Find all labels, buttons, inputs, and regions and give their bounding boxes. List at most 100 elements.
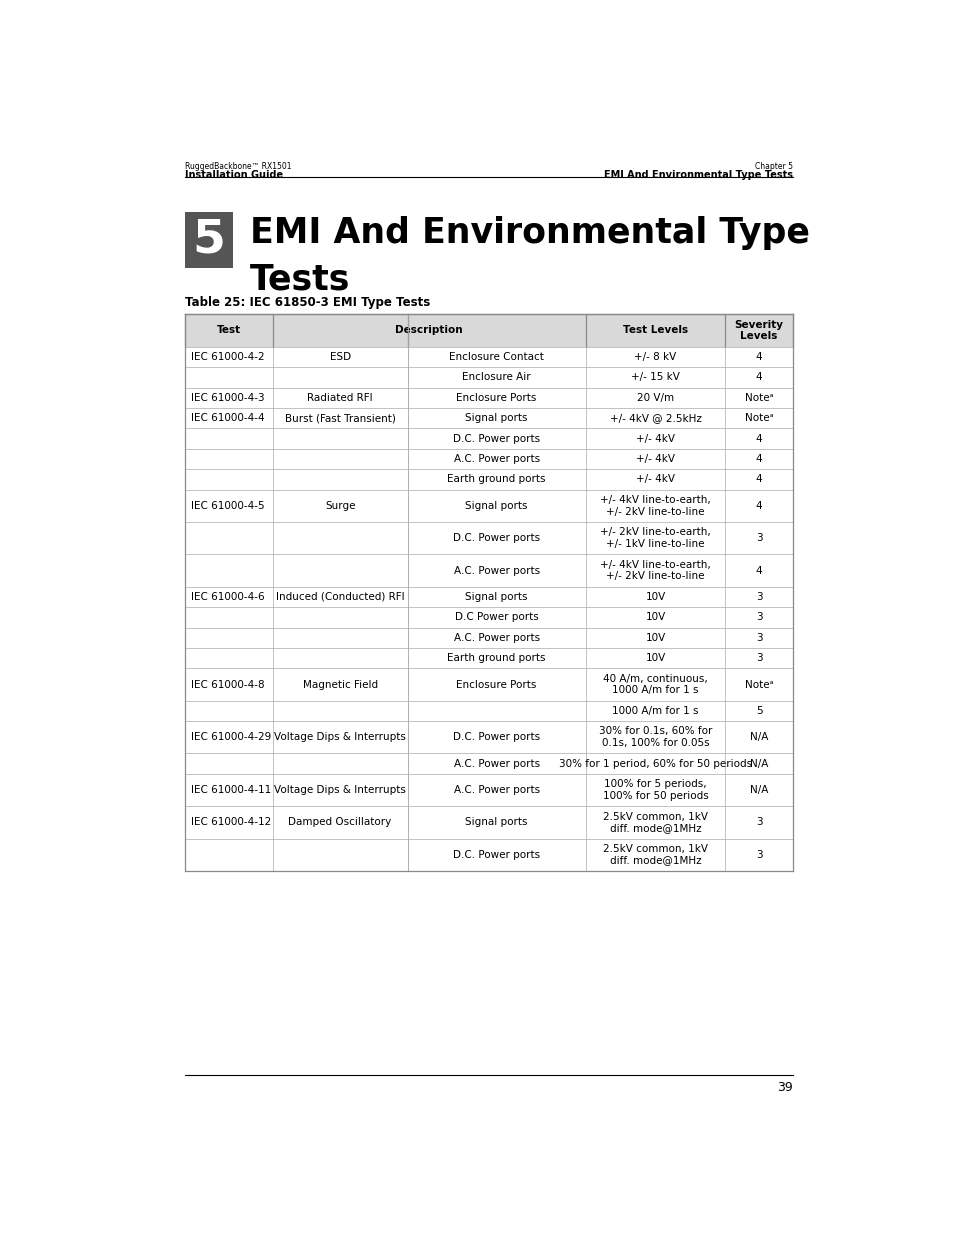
Text: D.C. Power ports: D.C. Power ports (453, 433, 539, 443)
Text: 10V: 10V (645, 613, 665, 622)
Text: IEC 61000-4-12: IEC 61000-4-12 (191, 818, 271, 827)
Text: D.C. Power ports: D.C. Power ports (453, 850, 539, 860)
Text: Earth ground ports: Earth ground ports (447, 653, 545, 663)
Text: 2.5kV common, 1kV
diff. mode@1MHz: 2.5kV common, 1kV diff. mode@1MHz (602, 811, 707, 834)
Text: 39: 39 (776, 1081, 792, 1094)
Text: D.C. Power ports: D.C. Power ports (453, 534, 539, 543)
Bar (185, 408, 792, 429)
Bar (185, 490, 792, 522)
Text: N/A: N/A (749, 785, 767, 795)
Text: Signal ports: Signal ports (465, 592, 527, 601)
Text: 40 A/m, continuous,
1000 A/m for 1 s: 40 A/m, continuous, 1000 A/m for 1 s (602, 674, 707, 695)
Text: IEC 61000-4-11: IEC 61000-4-11 (191, 785, 271, 795)
Text: Installation Guide: Installation Guide (185, 169, 283, 180)
Text: Enclosure Ports: Enclosure Ports (456, 393, 537, 403)
Text: Test Levels: Test Levels (622, 325, 687, 336)
Text: IEC 61000-4-29: IEC 61000-4-29 (191, 732, 271, 742)
Text: Test: Test (216, 325, 241, 336)
Text: 20 V/m: 20 V/m (637, 393, 674, 403)
Bar (185, 347, 792, 367)
Text: 10V: 10V (645, 653, 665, 663)
Text: Table 25: IEC 61850-3 EMI Type Tests: Table 25: IEC 61850-3 EMI Type Tests (185, 296, 430, 309)
Text: EMI And Environmental Type Tests: EMI And Environmental Type Tests (603, 169, 792, 180)
Bar (185, 448, 792, 469)
Text: 4: 4 (755, 501, 761, 511)
Text: Induced (Conducted) RFI: Induced (Conducted) RFI (275, 592, 404, 601)
Text: +/- 4kV: +/- 4kV (636, 433, 675, 443)
Text: Burst (Fast Transient): Burst (Fast Transient) (284, 414, 395, 424)
Text: Description: Description (395, 325, 462, 336)
FancyBboxPatch shape (185, 212, 233, 268)
Text: 10V: 10V (645, 592, 665, 601)
Text: N/A: N/A (749, 732, 767, 742)
Text: 2.5kV common, 1kV
diff. mode@1MHz: 2.5kV common, 1kV diff. mode@1MHz (602, 844, 707, 866)
Bar (185, 627, 792, 648)
Text: Noteᵃ: Noteᵃ (744, 414, 773, 424)
Bar (185, 774, 792, 806)
Text: Enclosure Contact: Enclosure Contact (449, 352, 543, 362)
Bar (185, 648, 792, 668)
Text: A.C. Power ports: A.C. Power ports (453, 632, 539, 642)
Text: 3: 3 (755, 653, 761, 663)
Text: IEC 61000-4-5: IEC 61000-4-5 (191, 501, 264, 511)
Text: 100% for 5 periods,
100% for 50 periods: 100% for 5 periods, 100% for 50 periods (602, 779, 708, 800)
Text: 3: 3 (755, 850, 761, 860)
Text: Damped Oscillatory: Damped Oscillatory (288, 818, 392, 827)
Text: IEC 61000-4-4: IEC 61000-4-4 (191, 414, 264, 424)
Text: +/- 8 kV: +/- 8 kV (634, 352, 676, 362)
Text: A.C. Power ports: A.C. Power ports (453, 454, 539, 464)
Text: +/- 4kV line-to-earth,
+/- 2kV line-to-line: +/- 4kV line-to-earth, +/- 2kV line-to-l… (599, 559, 710, 582)
Text: A.C. Power ports: A.C. Power ports (453, 758, 539, 768)
Text: 3: 3 (755, 632, 761, 642)
Text: 3: 3 (755, 818, 761, 827)
Bar (185, 587, 792, 608)
Text: 4: 4 (755, 352, 761, 362)
Text: 3: 3 (755, 592, 761, 601)
Bar (185, 668, 792, 700)
Bar (185, 367, 792, 388)
Text: Voltage Dips & Interrupts: Voltage Dips & Interrupts (274, 785, 406, 795)
Text: A.C. Power ports: A.C. Power ports (453, 785, 539, 795)
Bar (185, 806, 792, 839)
Text: 4: 4 (755, 373, 761, 383)
Bar (185, 522, 792, 555)
Text: RuggedBackbone™ RX1501: RuggedBackbone™ RX1501 (185, 162, 292, 172)
Text: Radiated RFI: Radiated RFI (307, 393, 373, 403)
Text: Tests: Tests (250, 262, 351, 296)
Text: 30% for 1 period, 60% for 50 periods: 30% for 1 period, 60% for 50 periods (558, 758, 751, 768)
Text: 5: 5 (755, 706, 761, 716)
Text: IEC 61000-4-8: IEC 61000-4-8 (191, 679, 264, 689)
Text: D.C. Power ports: D.C. Power ports (453, 732, 539, 742)
Text: +/- 2kV line-to-earth,
+/- 1kV line-to-line: +/- 2kV line-to-earth, +/- 1kV line-to-l… (599, 527, 710, 550)
Text: Noteᵃ: Noteᵃ (744, 393, 773, 403)
Text: Signal ports: Signal ports (465, 501, 527, 511)
Text: Enclosure Ports: Enclosure Ports (456, 679, 537, 689)
Bar (185, 753, 792, 774)
Text: 3: 3 (755, 613, 761, 622)
Text: 1000 A/m for 1 s: 1000 A/m for 1 s (612, 706, 698, 716)
Text: 4: 4 (755, 454, 761, 464)
Text: 10V: 10V (645, 632, 665, 642)
Bar (185, 388, 792, 408)
Text: ESD: ESD (329, 352, 351, 362)
Bar (185, 429, 792, 448)
Bar (185, 608, 792, 627)
Bar (185, 314, 792, 347)
Text: +/- 4kV line-to-earth,
+/- 2kV line-to-line: +/- 4kV line-to-earth, +/- 2kV line-to-l… (599, 495, 710, 516)
Text: IEC 61000-4-6: IEC 61000-4-6 (191, 592, 264, 601)
Text: IEC 61000-4-3: IEC 61000-4-3 (191, 393, 264, 403)
Text: 4: 4 (755, 566, 761, 576)
Text: D.C Power ports: D.C Power ports (455, 613, 538, 622)
Text: A.C. Power ports: A.C. Power ports (453, 566, 539, 576)
Text: +/- 4kV @ 2.5kHz: +/- 4kV @ 2.5kHz (609, 414, 700, 424)
Text: Chapter 5: Chapter 5 (754, 162, 792, 172)
Text: Signal ports: Signal ports (465, 414, 527, 424)
Text: Magnetic Field: Magnetic Field (302, 679, 377, 689)
Text: 4: 4 (755, 474, 761, 484)
Text: 3: 3 (755, 534, 761, 543)
Text: IEC 61000-4-2: IEC 61000-4-2 (191, 352, 264, 362)
Text: Noteᵃ: Noteᵃ (744, 679, 773, 689)
Text: EMI And Environmental Type: EMI And Environmental Type (250, 216, 809, 249)
Text: +/- 4kV: +/- 4kV (636, 454, 675, 464)
Text: +/- 4kV: +/- 4kV (636, 474, 675, 484)
